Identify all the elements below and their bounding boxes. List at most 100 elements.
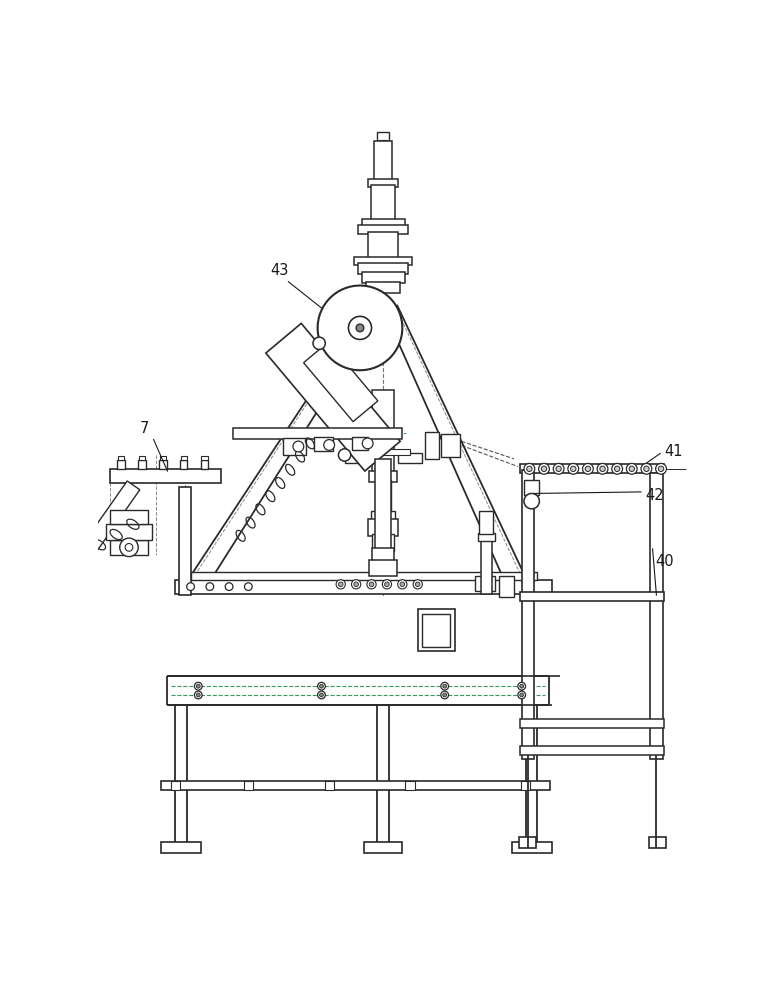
Bar <box>524 480 539 495</box>
Circle shape <box>644 466 649 472</box>
Circle shape <box>627 463 637 474</box>
Polygon shape <box>56 481 140 591</box>
Bar <box>109 469 222 483</box>
Bar <box>406 781 415 790</box>
Text: 7: 7 <box>139 421 149 436</box>
Bar <box>359 263 408 274</box>
Bar <box>117 460 125 469</box>
Circle shape <box>611 463 622 474</box>
Bar <box>521 592 664 601</box>
Circle shape <box>443 684 447 688</box>
Bar <box>371 185 396 222</box>
Circle shape <box>629 466 634 472</box>
Bar <box>325 781 334 790</box>
Bar <box>417 609 454 651</box>
Bar <box>354 257 413 265</box>
Circle shape <box>317 691 326 699</box>
Circle shape <box>336 580 345 589</box>
Bar <box>362 272 405 283</box>
Circle shape <box>658 466 664 472</box>
Bar <box>109 510 148 524</box>
Bar <box>648 837 665 848</box>
Circle shape <box>194 691 202 699</box>
Bar <box>522 470 534 759</box>
Circle shape <box>527 466 532 472</box>
Circle shape <box>245 583 252 590</box>
Bar <box>377 132 390 141</box>
Bar <box>362 219 405 226</box>
Bar <box>200 460 208 469</box>
Circle shape <box>585 466 591 472</box>
Bar <box>359 225 408 234</box>
Bar <box>368 232 399 259</box>
Bar <box>370 560 397 576</box>
Circle shape <box>524 493 539 509</box>
Circle shape <box>293 441 303 452</box>
Circle shape <box>338 582 343 587</box>
Polygon shape <box>266 323 400 471</box>
Circle shape <box>614 466 620 472</box>
Bar <box>521 719 664 728</box>
Circle shape <box>120 538 139 557</box>
Circle shape <box>556 466 561 472</box>
Circle shape <box>324 440 335 450</box>
Bar <box>176 580 553 594</box>
Bar <box>160 456 166 460</box>
Circle shape <box>416 582 420 587</box>
Text: 41: 41 <box>664 444 683 459</box>
Bar <box>376 480 390 513</box>
Circle shape <box>520 693 524 697</box>
Bar <box>180 456 186 460</box>
Circle shape <box>397 580 407 589</box>
Bar <box>233 428 403 439</box>
Bar <box>371 511 396 520</box>
Bar <box>106 524 152 540</box>
Bar <box>373 534 394 551</box>
Circle shape <box>400 582 405 587</box>
Polygon shape <box>303 342 378 422</box>
Circle shape <box>571 466 576 472</box>
Bar <box>345 453 368 463</box>
Bar <box>370 471 397 482</box>
Bar <box>139 456 145 460</box>
Bar <box>243 781 253 790</box>
Bar <box>352 437 367 450</box>
Bar <box>171 781 180 790</box>
Circle shape <box>367 580 377 589</box>
Bar <box>511 842 551 853</box>
Circle shape <box>186 583 194 590</box>
Bar <box>519 837 536 848</box>
Bar <box>521 464 664 473</box>
Circle shape <box>194 682 202 690</box>
Bar <box>180 460 188 469</box>
Bar <box>373 548 394 562</box>
Circle shape <box>320 684 323 688</box>
Circle shape <box>541 466 547 472</box>
Bar <box>387 330 391 347</box>
Circle shape <box>370 582 374 587</box>
Circle shape <box>655 463 666 474</box>
Text: 40: 40 <box>654 554 674 569</box>
Bar <box>480 540 491 594</box>
Circle shape <box>641 463 651 474</box>
Bar <box>356 449 410 455</box>
Bar <box>477 533 495 541</box>
Circle shape <box>385 582 390 587</box>
Circle shape <box>440 691 449 699</box>
Circle shape <box>354 582 359 587</box>
Bar <box>521 746 664 755</box>
Bar <box>374 338 379 355</box>
Circle shape <box>517 682 525 690</box>
Circle shape <box>313 337 326 349</box>
Bar <box>139 460 146 469</box>
Text: 43: 43 <box>270 263 288 278</box>
Circle shape <box>413 580 422 589</box>
Bar <box>479 511 494 534</box>
Bar <box>159 460 166 469</box>
Bar <box>476 576 495 591</box>
Circle shape <box>206 583 213 590</box>
Bar <box>368 179 399 187</box>
Circle shape <box>539 463 550 474</box>
Bar <box>374 141 393 182</box>
Circle shape <box>382 580 392 589</box>
